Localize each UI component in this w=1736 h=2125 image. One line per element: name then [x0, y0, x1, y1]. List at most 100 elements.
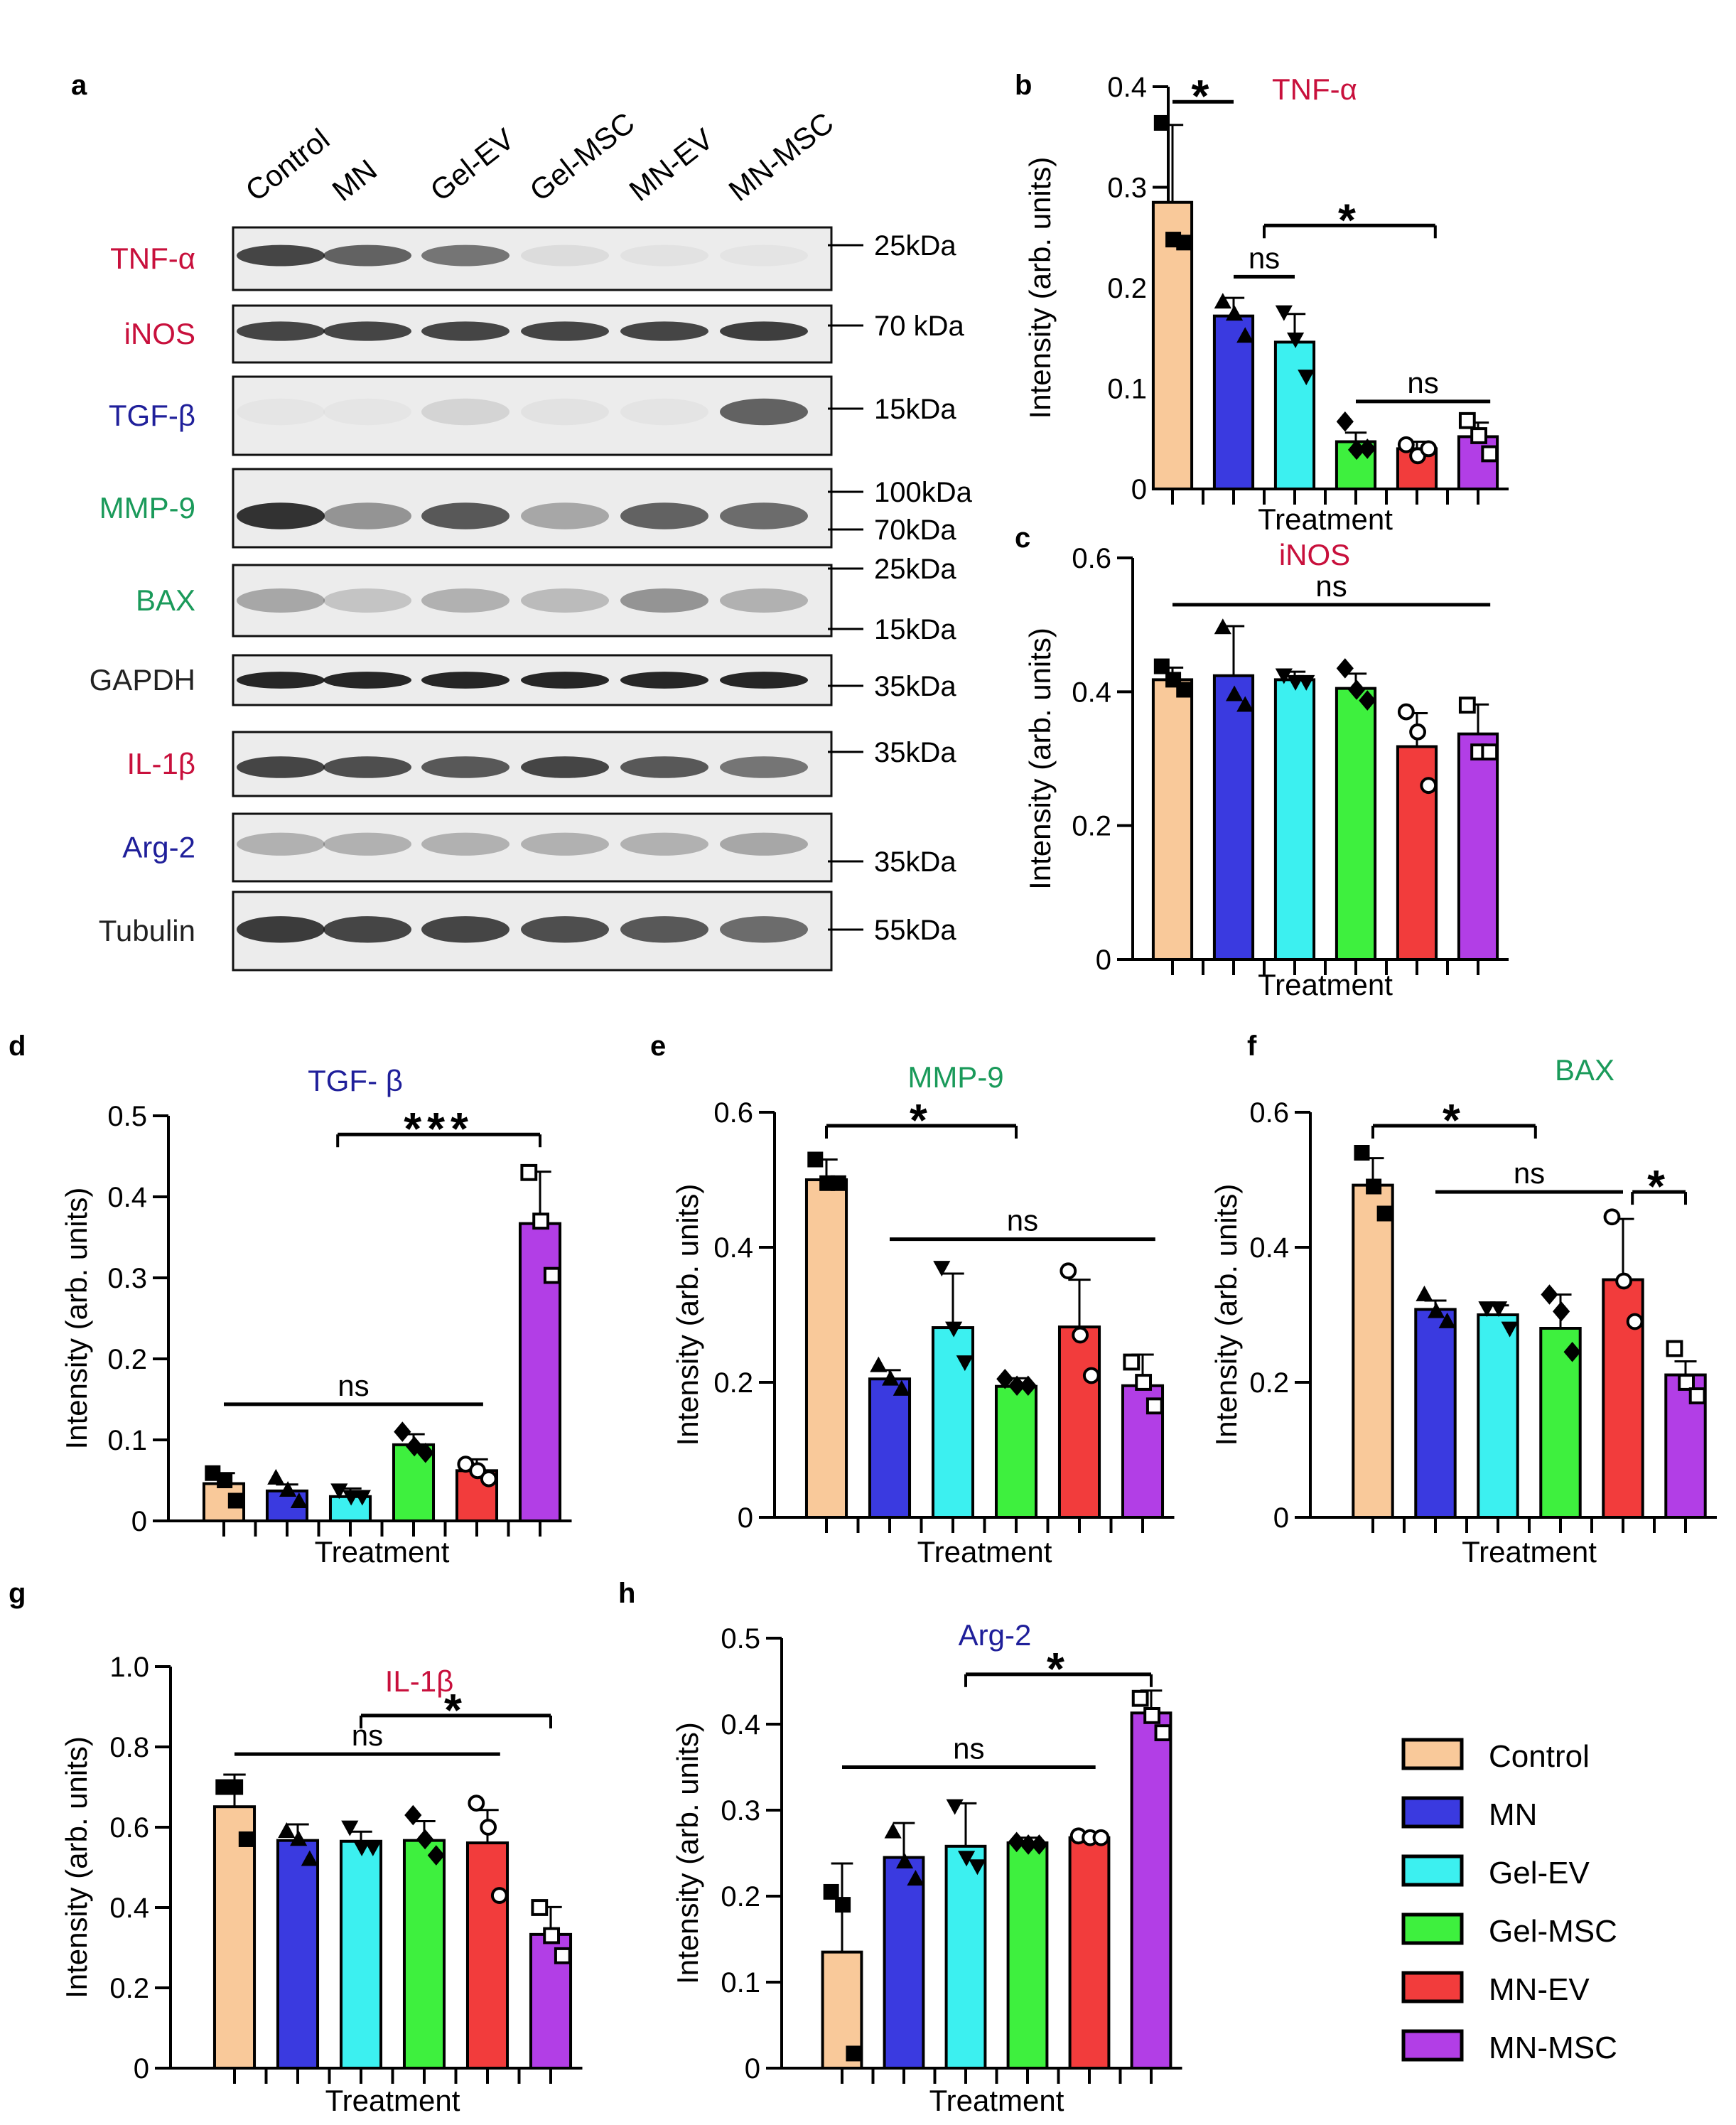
chart-title: TNF-α [1272, 72, 1357, 106]
legend-item: Gel-EV [1401, 1854, 1590, 1890]
chart-e: MMP-9 0 0.2 0.4 0.6 Treatment Intensity (arb. … [671, 1060, 1175, 1569]
y-tick-label: 0.5 [107, 1101, 147, 1132]
blot-row-label: GAPDH [90, 663, 195, 696]
legend-label: MN-EV [1489, 1972, 1590, 2007]
y-tick-label: 0.6 [1072, 543, 1111, 574]
marker-label: 25kDa [874, 554, 956, 585]
blot-band [421, 672, 510, 689]
blot-strip [232, 226, 833, 291]
data-point [1359, 439, 1376, 459]
y-tick-label: 0 [1131, 474, 1147, 505]
blot-row: BAX 25kDa 15kDa [136, 554, 956, 645]
data-point [1275, 305, 1293, 321]
data-point [1376, 1205, 1393, 1222]
bar [212, 1805, 257, 2070]
significance-label: * [1192, 70, 1215, 122]
lane-label: Gel-MSC [524, 106, 641, 208]
data-point [531, 1899, 549, 1916]
blot-strip [232, 812, 833, 883]
blot-band [323, 756, 411, 778]
data-point [468, 1795, 485, 1812]
data-point [1666, 1340, 1683, 1357]
y-tick-label: 0.4 [1072, 677, 1111, 708]
y-axis-label: Intensity (arb. units) [1023, 157, 1057, 419]
data-point [893, 1379, 910, 1396]
y-tick-label: 0.4 [721, 1709, 760, 1741]
legend-label: MN [1489, 1797, 1537, 1832]
significance-label: * [1047, 1643, 1070, 1694]
panel-letter-e: e [650, 1031, 666, 1062]
blot-row: TGF-β 15kDa [109, 375, 956, 456]
bar [804, 1178, 848, 1519]
data-point [278, 1822, 296, 1838]
panel-letters: a b c d e f g h [9, 70, 1257, 1609]
y-tick-label: 0.2 [713, 1367, 753, 1399]
data-point [227, 1492, 244, 1509]
data-point [416, 1442, 434, 1463]
bar [402, 1839, 446, 2070]
data-point [394, 1421, 411, 1442]
data-point [1553, 1301, 1570, 1322]
chart-c: iNOS 0 0.2 0.4 0.6 Treatment Intensity (arb. u… [1023, 538, 1509, 1001]
y-tick-label: 0.8 [109, 1732, 149, 1763]
data-point [1225, 685, 1244, 701]
data-point [353, 1490, 371, 1506]
significance-label: *** [404, 1103, 474, 1154]
blot-band [620, 756, 708, 778]
x-axis-label: Treatment [1258, 502, 1393, 536]
x-axis-label: Treatment [929, 2084, 1064, 2117]
chart-title: TGF- β [308, 1064, 403, 1097]
blot-band [521, 398, 609, 426]
blot-band [620, 502, 708, 529]
data-point [1176, 682, 1192, 698]
significance-label: * [1647, 1161, 1671, 1212]
marker-label: 35kDa [874, 737, 956, 768]
bar [1130, 1711, 1172, 2070]
blot-row: MMP-9 100kDa 70kDa [99, 468, 973, 549]
blot-row-label: Tubulin [99, 914, 195, 947]
legend-label: Gel-MSC [1489, 1914, 1617, 1949]
y-tick-label: 0.3 [1107, 173, 1147, 204]
chart-title: Arg-2 [959, 1618, 1032, 1652]
y-tick-label: 0.5 [721, 1623, 760, 1655]
blot-band [323, 399, 411, 425]
data-point [1176, 235, 1192, 251]
bar [994, 1384, 1038, 1519]
blot-band [237, 832, 325, 856]
y-axis-label: Intensity (arb. units) [1023, 628, 1057, 890]
blot-row-label: BAX [136, 583, 195, 617]
blot-band [421, 756, 510, 778]
data-point [1615, 1272, 1633, 1290]
data-point [1501, 1321, 1519, 1338]
data-point [490, 1887, 508, 1904]
data-point [1563, 1341, 1581, 1362]
legend-label: Gel-EV [1489, 1856, 1590, 1890]
significance-label: ns [953, 1732, 984, 1765]
chart-f: BAX 0 0.2 0.4 0.6 Treatment Intensity (arb. un… [1209, 1053, 1717, 1569]
y-tick-label: 0.4 [107, 1182, 147, 1213]
data-point [1030, 1834, 1048, 1855]
y-tick-label: 0.6 [713, 1097, 753, 1129]
panel-letter-b: b [1015, 70, 1032, 101]
bar [1352, 1183, 1394, 1519]
blot-band [237, 672, 325, 689]
panel-letter-a: a [71, 70, 87, 101]
data-point [1438, 1312, 1456, 1328]
data-point [830, 1175, 846, 1191]
y-tick-label: 1.0 [109, 1652, 149, 1683]
data-point [1298, 370, 1315, 386]
data-point [895, 1852, 914, 1868]
blot-row-label: iNOS [124, 317, 195, 350]
panel-letter-c: c [1015, 522, 1030, 554]
chart-d: TGF- β 0 0.1 0.2 0.3 0.4 0.5 Treatment Intensity… [60, 1064, 572, 1569]
bar [1057, 1325, 1101, 1519]
data-point [1214, 618, 1231, 635]
data-point [205, 1465, 221, 1481]
bar [1414, 1308, 1457, 1519]
y-tick-label: 0 [134, 2053, 149, 2084]
x-axis-label: Treatment [325, 2084, 460, 2117]
bar [465, 1841, 510, 2070]
y-axis-label: Intensity (arb. units) [1209, 1184, 1243, 1446]
data-point [1688, 1387, 1706, 1404]
data-point [330, 1483, 348, 1500]
